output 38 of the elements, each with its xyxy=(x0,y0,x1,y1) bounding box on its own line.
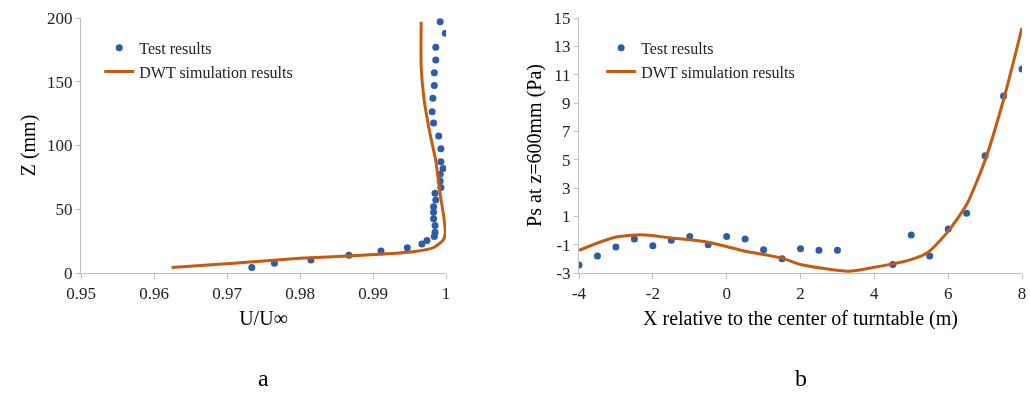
legend-label: Test results xyxy=(139,39,212,57)
y-tick-label: 3 xyxy=(562,178,571,198)
y-tick-label: 50 xyxy=(55,200,73,220)
y-tick-label: -1 xyxy=(556,235,571,255)
text: a xyxy=(258,365,269,391)
legend-label: DWT simulation results xyxy=(641,63,795,81)
y-tick-label: 15 xyxy=(553,8,571,28)
x-tick-label: -4 xyxy=(571,284,587,304)
x-tick-label: 2 xyxy=(796,284,805,304)
y-tick-label: 13 xyxy=(553,37,571,57)
x-tick-label: 0.95 xyxy=(66,284,96,304)
x-tick-label: -2 xyxy=(645,284,660,304)
x-tick-label: 8 xyxy=(1017,284,1027,304)
y-tick-label: -3 xyxy=(556,263,571,283)
y-axis-title: Z (mm) xyxy=(16,114,40,177)
y-tick-label: 100 xyxy=(47,136,73,156)
x-tick-label: 6 xyxy=(943,284,953,304)
y-tick-label: 5 xyxy=(562,150,571,170)
legend-label: DWT simulation results xyxy=(139,63,293,81)
x-tick-label: 0.98 xyxy=(285,284,315,304)
y-tick-label: 0 xyxy=(64,263,73,283)
x-tick-label: 0.97 xyxy=(212,284,243,304)
y-tick-label: 9 xyxy=(562,93,571,113)
y-axis-title: Ps at z=600mm (Pa) xyxy=(523,64,547,227)
legend-label: Test results xyxy=(641,39,714,57)
x-axis-title: U/U∞ xyxy=(239,306,288,329)
x-axis-title: X relative to the center of turntable (m) xyxy=(643,306,958,330)
x-tick-label: 0 xyxy=(722,284,731,304)
x-tick-label: 0.99 xyxy=(358,284,388,304)
x-tick-label: 1 xyxy=(441,284,451,304)
y-tick-label: 11 xyxy=(554,65,571,85)
x-tick-label: 4 xyxy=(870,284,880,304)
text: b xyxy=(795,365,807,391)
y-tick-label: 150 xyxy=(47,72,73,92)
y-tick-label: 7 xyxy=(562,122,572,142)
y-tick-label: 200 xyxy=(47,8,73,28)
y-tick-label: 1 xyxy=(562,207,571,227)
x-tick-label: 0.96 xyxy=(139,284,169,304)
